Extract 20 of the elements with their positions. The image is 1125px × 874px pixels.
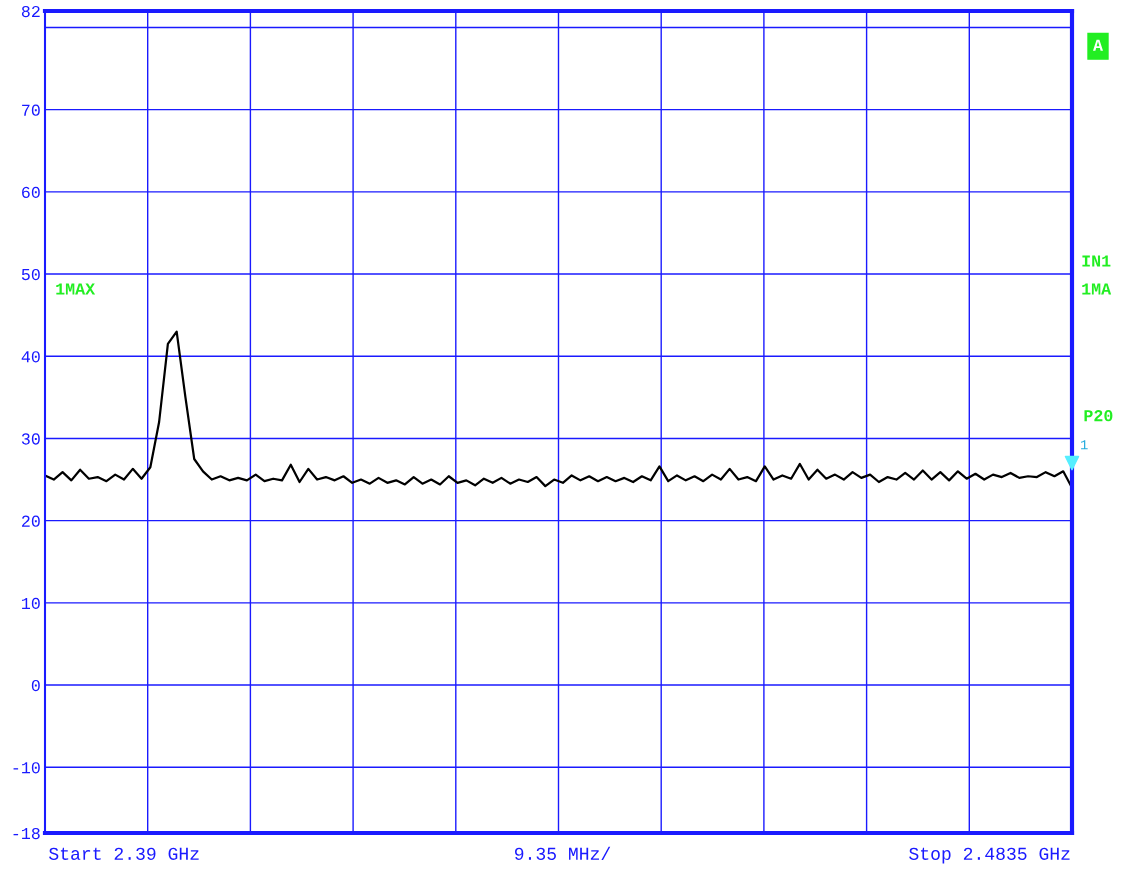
text: A <box>1093 39 1103 51</box>
text: 9.35 MHz/ <box>514 846 611 860</box>
y-tick-label: 50 <box>21 268 40 281</box>
text: Start 2.39 GHz <box>49 847 199 860</box>
y-tick-label: 82 <box>21 5 40 18</box>
y-tick-label: 20 <box>22 515 40 527</box>
text: 1 <box>1081 440 1088 450</box>
y-tick-label: -18 <box>13 827 40 840</box>
annotation: 1MAX <box>56 283 96 295</box>
text: IN1 <box>1082 255 1111 267</box>
y-tick-label: 70 <box>22 104 40 116</box>
y-tick-label: 30 <box>21 433 40 445</box>
text: 1MA <box>1082 283 1112 295</box>
y-tick-label: 40 <box>21 351 40 363</box>
y-tick-label: 60 <box>22 186 40 199</box>
text: Stop 2.4835 GHz <box>909 847 1070 864</box>
text: P20 <box>1084 410 1113 422</box>
y-tick-label: 0 <box>31 679 40 692</box>
y-tick-label: -10 <box>13 762 40 774</box>
y-tick-label: 10 <box>22 597 40 610</box>
